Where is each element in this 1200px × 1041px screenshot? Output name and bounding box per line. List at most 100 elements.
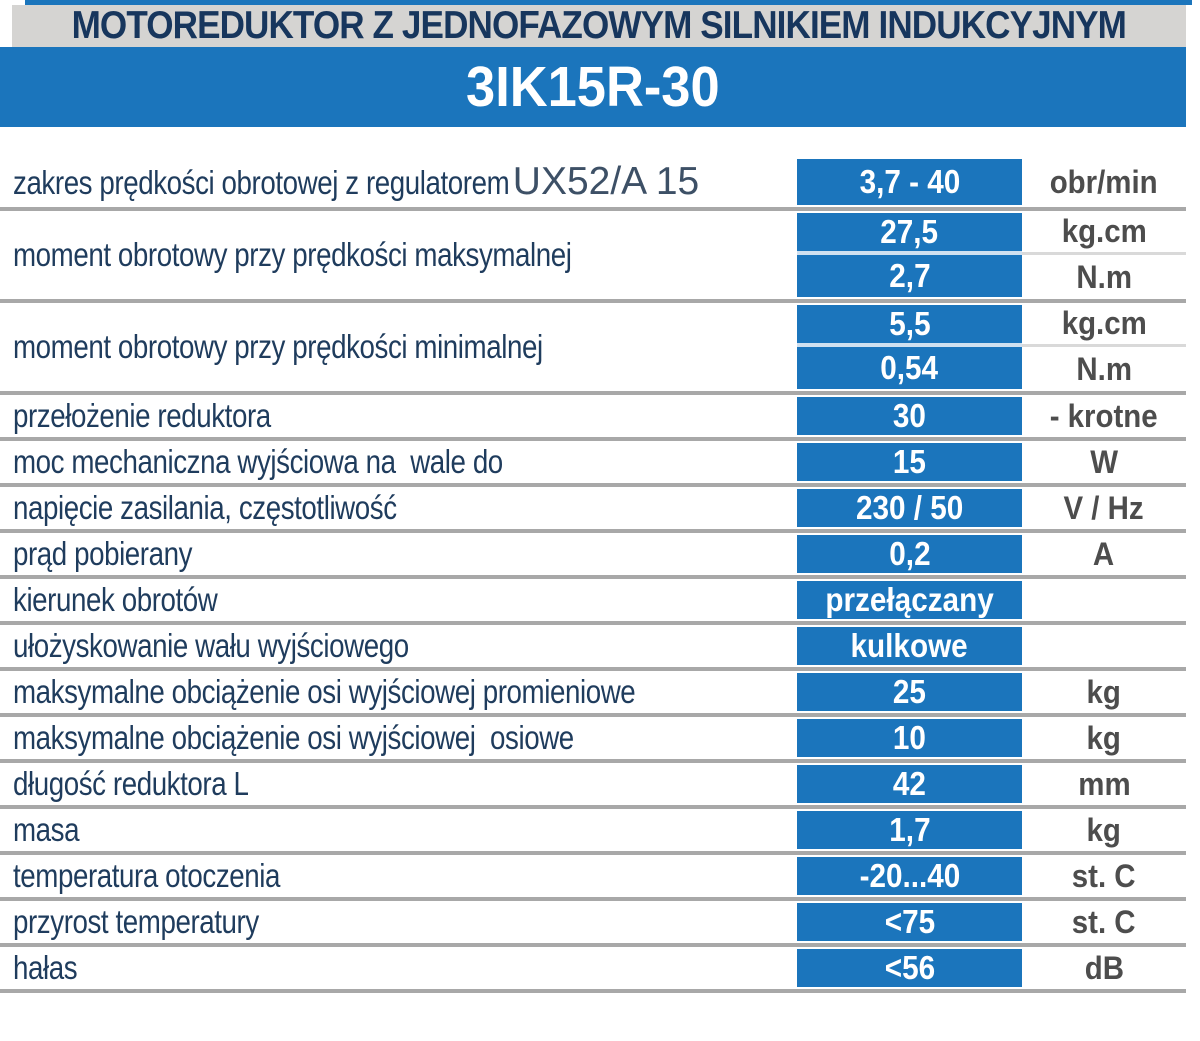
row-label-cell: maksymalne obciążenie osi wyjściowej pro…	[0, 671, 797, 713]
unit-cell: A	[1022, 533, 1186, 575]
value-text: 1,7	[888, 811, 931, 848]
row-value-unit-group: 5,5 kg.cm 0,54 N.m	[797, 303, 1186, 391]
value-cell: 27,5	[797, 213, 1022, 255]
row-label: przyrost temperatury	[13, 903, 259, 940]
row-value-unit-group: -20...40 st. C	[797, 855, 1186, 897]
row-label-wrap: przyrost temperatury	[13, 903, 259, 941]
unit-text: kg.cm	[1061, 305, 1147, 341]
value-cell: 30	[797, 397, 1022, 435]
value-cell: 5,5	[797, 305, 1022, 347]
value-unit-subrow: kulkowe	[797, 625, 1186, 667]
row-label-wrap: napięcie zasilania, częstotliwość	[13, 489, 397, 527]
value-text: 30	[892, 397, 927, 434]
unit-text: kg.cm	[1061, 213, 1147, 249]
value-unit-subrow: 5,5 kg.cm	[797, 303, 1186, 347]
value-text: -20...40	[859, 857, 960, 894]
value-text: 5,5	[888, 305, 931, 342]
row-label: temperatura otoczenia	[13, 857, 281, 894]
row-value-unit-group: 15 W	[797, 441, 1186, 483]
row-label-cell: moment obrotowy przy prędkości maksymaln…	[0, 211, 797, 299]
row-label-wrap: temperatura otoczenia	[13, 857, 280, 895]
value-cell: 0,54	[797, 347, 1022, 389]
row-label-wrap: długość reduktora L	[13, 765, 249, 803]
value-cell: <75	[797, 903, 1022, 941]
row-label: moment obrotowy przy prędkości minimalne…	[13, 328, 543, 365]
value-cell: kulkowe	[797, 627, 1022, 665]
value-text: 3,7 - 40	[859, 163, 960, 200]
unit-text: N.m	[1076, 350, 1132, 387]
value-text: 2,7	[888, 257, 931, 294]
row-label-cell: przyrost temperatury	[0, 901, 797, 943]
value-cell: 3,7 - 40	[797, 159, 1022, 205]
value-cell: 2,7	[797, 255, 1022, 297]
unit-cell: V / Hz	[1022, 487, 1186, 529]
row-label: napięcie zasilania, częstotliwość	[13, 489, 397, 526]
value-cell: <56	[797, 949, 1022, 987]
value-text: 15	[892, 443, 927, 480]
row-label: ułożyskowanie wału wyjściowego	[13, 627, 409, 664]
value-unit-subrow: <75 st. C	[797, 901, 1186, 943]
table-row: prąd pobierany 0,2 A	[0, 533, 1186, 579]
row-label-cell: zakres prędkości obrotowej z regulatorem…	[0, 157, 797, 207]
value-text: przełączany	[825, 581, 994, 618]
unit-text: W	[1090, 443, 1118, 480]
row-label-cell: prąd pobierany	[0, 533, 797, 575]
unit-cell: W	[1022, 441, 1186, 483]
row-value-unit-group: 0,2 A	[797, 533, 1186, 575]
value-unit-subrow: 1,7 kg	[797, 809, 1186, 851]
row-label-cell: kierunek obrotów	[0, 579, 797, 621]
value-unit-subrow: 25 kg	[797, 671, 1186, 713]
table-row: ułożyskowanie wału wyjściowego kulkowe	[0, 625, 1186, 671]
row-label-cell: temperatura otoczenia	[0, 855, 797, 897]
table-row: zakres prędkości obrotowej z regulatorem…	[0, 157, 1186, 211]
row-label: prąd pobierany	[13, 535, 193, 572]
unit-cell: kg.cm	[1022, 211, 1186, 255]
value-cell: 230 / 50	[797, 489, 1022, 527]
unit-text: kg	[1086, 673, 1122, 710]
row-value-unit-group: 10 kg	[797, 717, 1186, 759]
value-text: 10	[892, 719, 927, 756]
table-row: moment obrotowy przy prędkości maksymaln…	[0, 211, 1186, 303]
unit-cell: N.m	[1022, 347, 1186, 391]
row-label-cell: moc mechaniczna wyjściowa na wale do	[0, 441, 797, 483]
row-label-suffix: UX52/A 15	[512, 160, 700, 203]
unit-text: kg	[1086, 719, 1122, 756]
row-value-unit-group: 25 kg	[797, 671, 1186, 713]
unit-cell	[1022, 625, 1186, 667]
row-value-unit-group: 30 - krotne	[797, 395, 1186, 437]
row-label-wrap: moment obrotowy przy prędkości maksymaln…	[13, 236, 572, 274]
value-cell: 15	[797, 443, 1022, 481]
row-value-unit-group: kulkowe	[797, 625, 1186, 667]
unit-text: mm	[1077, 765, 1131, 802]
unit-cell	[1022, 579, 1186, 621]
row-label-wrap: maksymalne obciążenie osi wyjściowej osi…	[13, 719, 574, 757]
top-accent-line	[25, 0, 1192, 5]
row-label-wrap: przełożenie reduktora	[13, 397, 271, 435]
row-label: hałas	[13, 949, 78, 986]
row-label: masa	[13, 811, 80, 848]
row-label-cell: maksymalne obciążenie osi wyjściowej osi…	[0, 717, 797, 759]
table-row: długość reduktora L 42 mm	[0, 763, 1186, 809]
row-label-wrap: kierunek obrotów	[13, 581, 218, 619]
unit-text: - krotne	[1050, 397, 1158, 434]
unit-text: dB	[1084, 949, 1124, 986]
row-label: maksymalne obciążenie osi wyjściowej osi…	[13, 719, 574, 756]
value-cell: 25	[797, 673, 1022, 711]
row-value-unit-group: 3,7 - 40 obr/min	[797, 157, 1186, 207]
row-label-wrap: ułożyskowanie wału wyjściowego	[13, 627, 409, 665]
row-value-unit-group: 42 mm	[797, 763, 1186, 805]
unit-text: V / Hz	[1063, 489, 1145, 526]
unit-cell: N.m	[1022, 255, 1186, 299]
unit-text: kg	[1086, 811, 1122, 848]
model-number: 3IK15R-30	[466, 55, 720, 119]
value-text: 0,54	[880, 349, 939, 386]
row-label-wrap: masa	[13, 811, 80, 849]
row-label-cell: masa	[0, 809, 797, 851]
row-label: moc mechaniczna wyjściowa na wale do	[13, 443, 503, 480]
spec-table: zakres prędkości obrotowej z regulatorem…	[0, 157, 1186, 993]
value-cell: 10	[797, 719, 1022, 757]
value-text: 25	[892, 673, 927, 710]
title-bar: MOTOREDUKTOR Z JEDNOFAZOWYM SILNIKIEM IN…	[12, 5, 1186, 47]
row-label-wrap: moment obrotowy przy prędkości minimalne…	[13, 328, 543, 366]
value-text: <56	[884, 949, 935, 986]
